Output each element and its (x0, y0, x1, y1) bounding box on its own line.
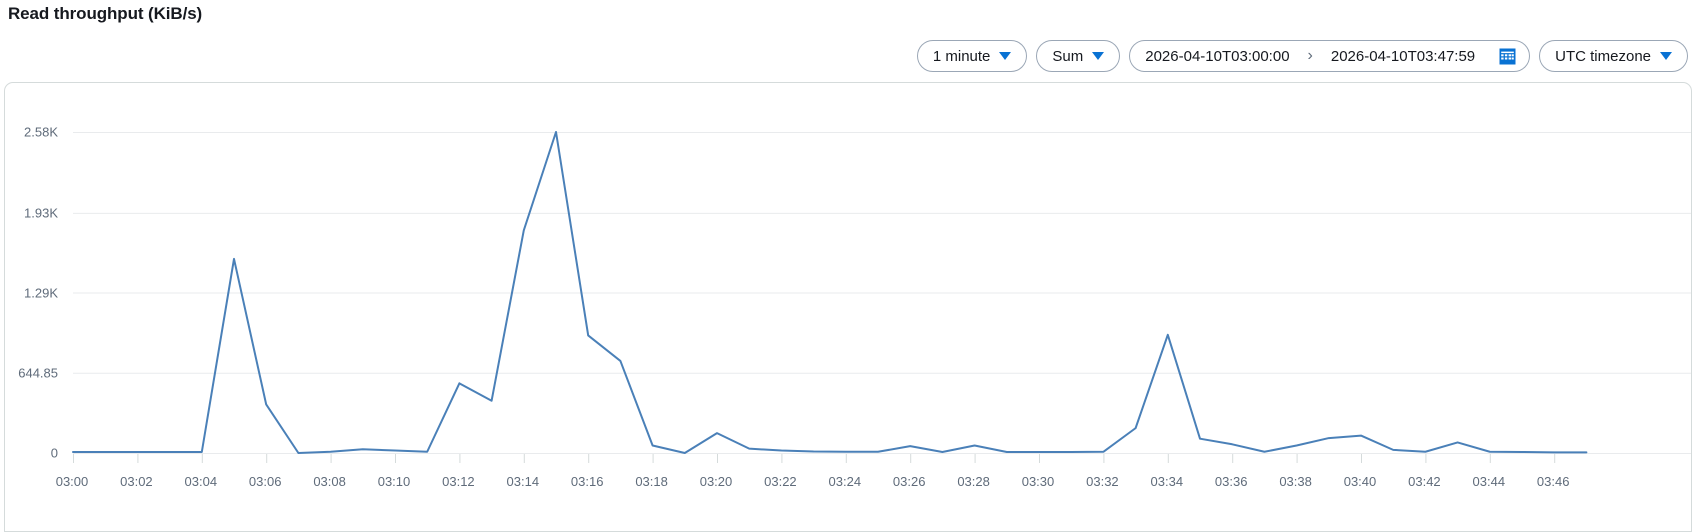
x-axis-tick-label: 03:42 (1408, 474, 1441, 489)
chart-card: 0 644.85 1.29K 1.93K 2.58K (4, 82, 1692, 532)
x-axis: 03:00 03:02 03:04 03:06 03:08 03:10 03:12 03:14… (0, 452, 1692, 489)
x-axis-tick-label: 03:40 (1343, 474, 1377, 489)
x-axis-tick-label: 03:28 (957, 474, 990, 489)
chevron-down-icon (999, 52, 1012, 60)
x-axis-tick-label: 03:06 (248, 474, 282, 489)
chevron-down-icon (1660, 52, 1672, 60)
x-axis-tick-label: 03:26 (892, 474, 926, 489)
x-axis-tick-label: 03:14 (506, 474, 540, 489)
x-axis-tick-label: 03:30 (1021, 474, 1055, 489)
period-selector[interactable]: 1 minute (916, 40, 1028, 72)
x-axis-tick-label: 03:02 (120, 474, 153, 489)
y-axis-tick-label: 0 (50, 445, 58, 461)
y-axis-tick-label: 1.29K (24, 285, 58, 300)
x-axis-tick-label: 03:38 (1279, 474, 1312, 489)
x-axis-tick-label: 03:18 (635, 474, 668, 489)
y-axis-tick-label: 1.93K (24, 205, 58, 221)
x-axis-tick-label: 03:12 (442, 474, 475, 489)
x-axis-tick-label: 03:36 (1214, 474, 1248, 489)
y-axis-tick-label: 644.85 (18, 365, 58, 381)
date-range-picker[interactable]: 2026-04-10T03:00:00 › 2026-04-10T03:47:5… (1129, 40, 1531, 72)
range-separator-icon: › (1307, 47, 1313, 64)
x-axis-tick-label: 03:32 (1086, 474, 1119, 489)
timezone-selector[interactable]: UTC timezone (1539, 40, 1688, 72)
y-axis: 0 644.85 1.29K 1.93K 2.58K (5, 83, 73, 531)
range-start-value[interactable]: 2026-04-10T03:00:00 (1145, 47, 1290, 65)
x-axis-tick-label: 03:34 (1150, 474, 1184, 489)
x-axis-tick-label: 03:04 (184, 474, 218, 489)
x-axis-tick-label: 03:00 (55, 474, 89, 489)
x-axis-tick-label: 03:20 (699, 474, 733, 489)
page-title: Read throughput (KiB/s) (8, 4, 203, 23)
range-end-value[interactable]: 2026-04-10T03:47:59 (1330, 47, 1476, 65)
x-axis-tick-label: 03:44 (1472, 474, 1506, 489)
statistic-selector[interactable]: Sum (1036, 40, 1121, 72)
series-line[interactable] (72, 131, 1588, 454)
line-chart-plot[interactable] (5, 83, 1692, 532)
y-axis-tick-label: 2.58K (24, 124, 58, 140)
x-axis-tick-label: 03:08 (313, 474, 346, 489)
x-axis-tick-label: 03:22 (764, 474, 797, 489)
chevron-down-icon (1092, 52, 1105, 60)
x-axis-tick-label: 03:24 (828, 474, 862, 489)
calendar-icon[interactable] (1499, 48, 1516, 65)
statistic-selector-label: Sum (1052, 47, 1084, 65)
x-axis-tick-label: 03:16 (570, 474, 604, 489)
x-axis-tick-label: 03:10 (377, 474, 411, 489)
timezone-selector-label: UTC timezone (1555, 47, 1651, 65)
chart-toolbar: 1 minute Sum 2026-04-10T03:00:00 › 2026-… (916, 40, 1688, 72)
x-axis-tick-label: 03:46 (1536, 474, 1570, 489)
period-selector-label: 1 minute (932, 47, 991, 65)
